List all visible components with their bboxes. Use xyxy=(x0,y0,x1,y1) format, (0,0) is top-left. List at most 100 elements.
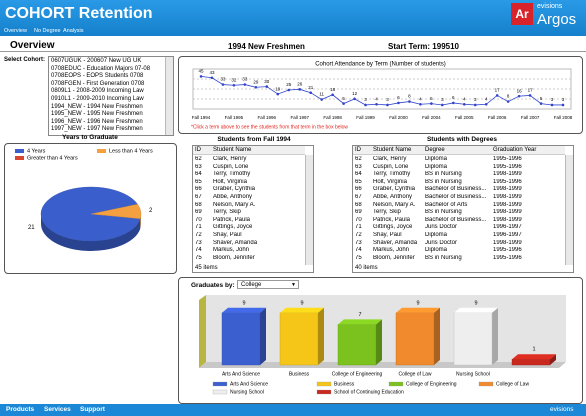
table-row[interactable]: 65 Holt, Virginia xyxy=(193,179,305,187)
table-row[interactable]: 75 Bloom, Jennifer xyxy=(193,255,305,263)
table-row[interactable]: 62 Clark, Henry Diploma 1995-1996 xyxy=(353,156,565,164)
point[interactable] xyxy=(353,97,356,101)
menu-item[interactable]: No Degree xyxy=(34,28,61,34)
table-cell: 65 xyxy=(195,178,202,185)
point[interactable] xyxy=(232,83,236,87)
point[interactable] xyxy=(386,103,389,107)
cohort-option[interactable]: 0809L1 - 2008-2009 Incoming Law xyxy=(51,88,144,95)
point[interactable] xyxy=(419,102,422,106)
cohort-option[interactable]: 1994_NEW - 1994 New Freshmen xyxy=(51,103,143,110)
select-value: College xyxy=(241,282,262,288)
cohort-option[interactable]: 1997_NEW - 1997 New Freshmen xyxy=(51,126,143,133)
point[interactable] xyxy=(375,102,378,106)
point[interactable] xyxy=(221,83,225,86)
point[interactable] xyxy=(561,103,565,107)
table-row[interactable]: 63 Cuspin, Lorie xyxy=(193,164,305,172)
point[interactable] xyxy=(473,103,477,107)
point[interactable] xyxy=(309,91,312,95)
table-row[interactable]: 66 Graber, Cynthia xyxy=(193,186,305,194)
cohort-option[interactable]: 0607UGUK - 200607 New UG UK xyxy=(51,58,142,64)
legend-label: Business xyxy=(334,381,355,387)
term-label[interactable]: Fall 1995 xyxy=(225,115,244,120)
table-row[interactable]: 68 Nelson, Mary A. Bachelor of Arts 1998-19… xyxy=(353,202,565,210)
table-row[interactable]: 69 Terry, Skip BS in Nursing 1998-1999 xyxy=(353,209,565,217)
term-label[interactable]: Fall 2004 xyxy=(422,115,441,120)
table-row[interactable]: 64 Terry, Timothy BS in Nursing 1998-1999 xyxy=(353,171,565,179)
point[interactable] xyxy=(254,85,258,89)
point[interactable] xyxy=(364,103,367,107)
term-label[interactable]: Fall 1997 xyxy=(290,115,309,120)
point[interactable] xyxy=(320,98,323,101)
table-row[interactable]: 67 Abbe, Anthony Bachelor of Business... 19… xyxy=(353,194,565,202)
point[interactable] xyxy=(528,94,532,97)
point[interactable] xyxy=(210,76,214,80)
point[interactable] xyxy=(243,83,247,86)
table-row[interactable]: 70 Patrick, Paula Bachelor of Business... 1… xyxy=(353,217,565,225)
point[interactable] xyxy=(265,85,269,88)
point[interactable] xyxy=(199,75,203,78)
term-label[interactable]: Fall 1999 xyxy=(356,115,375,120)
cohort-option[interactable]: 0708EDUC - Education Majors 07-08 xyxy=(51,65,151,72)
point[interactable] xyxy=(298,88,302,91)
table-row[interactable]: 73 Shaver, Amanda xyxy=(193,240,305,248)
point[interactable] xyxy=(517,94,521,98)
table-row[interactable]: 72 Shay, Paul Diploma 1996-1997 xyxy=(353,232,565,240)
term-label[interactable]: Fall 2005 xyxy=(455,115,474,120)
cohort-option[interactable]: 1995_NEW - 1995 New Freshmen xyxy=(51,111,143,118)
cohort-list[interactable]: 0607UGUK - 200607 New UG UK 0708EDUC - Ed… xyxy=(48,56,174,136)
table-row[interactable]: 66 Graber, Cynthia Bachelor of Business...… xyxy=(353,186,565,194)
cohort-option[interactable]: 1996_NEW - 1996 New Freshmen xyxy=(51,118,143,125)
point[interactable] xyxy=(342,102,345,105)
point[interactable] xyxy=(495,94,499,97)
term-label[interactable]: Fall 2006 xyxy=(488,115,507,120)
point[interactable] xyxy=(484,102,488,106)
table-row[interactable]: 69 Terry, Skip xyxy=(193,209,305,217)
term-label[interactable]: Fall 2008 xyxy=(554,115,573,120)
term-label[interactable]: Fall 1998 xyxy=(323,115,342,120)
table-row[interactable]: 74 Markus, John Diploma 1995-1996 xyxy=(353,247,565,255)
graduates-select[interactable]: College ▼ xyxy=(237,280,299,289)
table-row[interactable]: 63 Cuspin, Lorie Diploma 1995-1996 xyxy=(353,164,565,172)
point[interactable] xyxy=(452,101,455,105)
table-row[interactable]: 73 Shaver, Amanda Juris Doctor 1998-1999 xyxy=(353,240,565,248)
point[interactable] xyxy=(276,92,280,96)
scrollbar[interactable] xyxy=(165,57,173,135)
footer-link[interactable]: Products xyxy=(6,406,35,413)
term-label[interactable]: Fall 1994 xyxy=(192,115,211,120)
term-label[interactable]: Fall 1996 xyxy=(258,115,277,120)
cohort-option[interactable]: 0910L1 - 2009-2010 Incoming Law xyxy=(51,96,144,102)
scrollbar[interactable] xyxy=(305,155,313,265)
point[interactable] xyxy=(408,100,411,103)
menu-item[interactable]: Overview xyxy=(4,28,27,34)
term-label[interactable]: Fall 2000 xyxy=(389,115,408,120)
table-row[interactable]: 67 Abbe, Anthony xyxy=(193,194,305,202)
point[interactable] xyxy=(430,102,433,105)
point[interactable] xyxy=(331,93,334,97)
table-row[interactable]: 70 Patrick, Paula xyxy=(193,217,305,225)
table-row[interactable]: 64 Terry, Timothy xyxy=(193,171,305,179)
scrollbar[interactable] xyxy=(565,155,573,265)
point[interactable] xyxy=(287,88,291,92)
table-row[interactable]: 74 Markus, John xyxy=(193,247,305,255)
point[interactable] xyxy=(506,100,510,103)
table-row[interactable]: 75 Bloom, Jennifer BS in Nursing 1995-1996 xyxy=(353,255,565,263)
menu-item[interactable]: Analysis xyxy=(63,28,84,34)
point[interactable] xyxy=(462,102,466,106)
point[interactable] xyxy=(397,101,400,105)
dropdown-arrow[interactable]: ▼ xyxy=(291,282,296,288)
table-row[interactable]: 71 Gittings, Joyce xyxy=(193,224,305,232)
table-row[interactable]: 62 Clark, Henry xyxy=(193,156,305,164)
point[interactable] xyxy=(441,103,444,107)
cohort-option[interactable]: 0708EOPS - EOPS Students 0708 xyxy=(51,73,144,80)
footer-link[interactable]: Services xyxy=(44,406,71,413)
term-label[interactable]: Fall 2007 xyxy=(521,115,540,120)
point[interactable] xyxy=(539,102,543,105)
table-row[interactable]: 72 Shay, Paul xyxy=(193,232,305,240)
footer-link[interactable]: Support xyxy=(80,406,105,413)
table-cell: Bloom, Jennifer xyxy=(373,254,415,261)
cohort-option[interactable]: 0708FGEN - First Generation 0708 xyxy=(51,80,145,87)
table-row[interactable]: 68 Nelson, Mary A. xyxy=(193,202,305,210)
table-row[interactable]: 71 Gittings, Joyce Juris Doctor 1996-1997 xyxy=(353,224,565,232)
table-row[interactable]: 65 Holt, Virginia BS in Nursing 1995-1996 xyxy=(353,179,565,187)
point[interactable] xyxy=(550,103,554,107)
